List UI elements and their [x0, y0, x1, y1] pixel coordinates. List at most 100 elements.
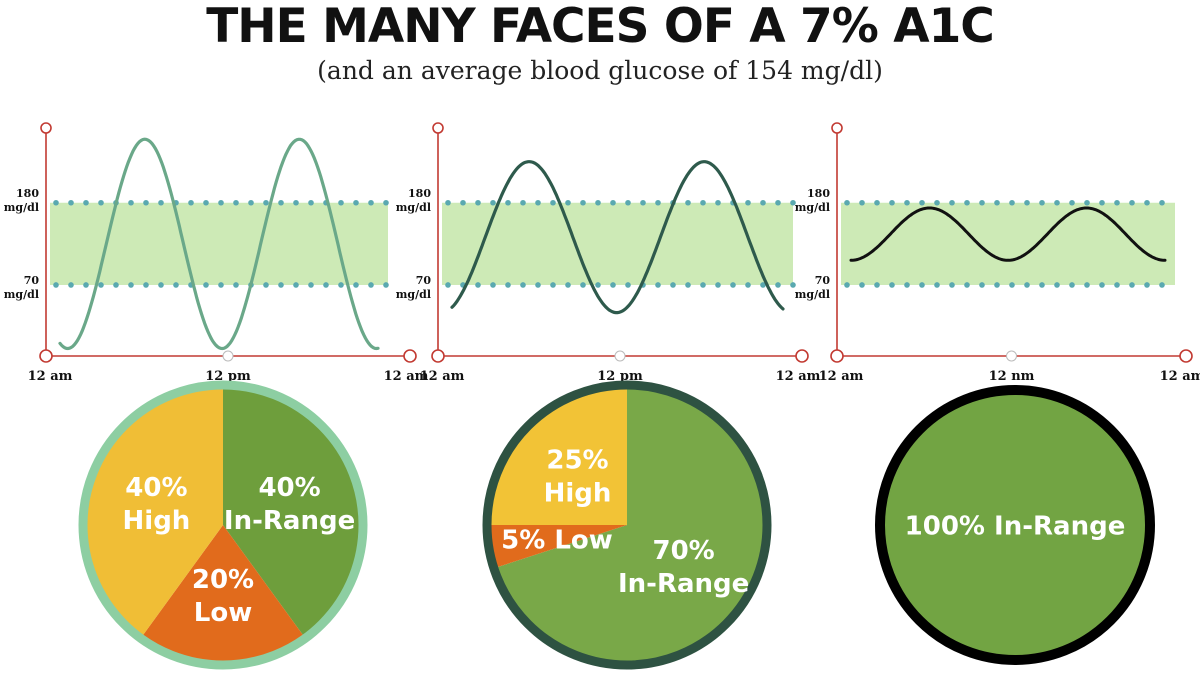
band-dot — [263, 199, 269, 206]
band-dot — [964, 282, 970, 288]
band-dot — [760, 282, 766, 288]
page-title: THE MANY FACES OF A 7% A1C — [206, 0, 995, 54]
band-dot — [994, 282, 1000, 288]
x-tick-label: 12 am — [776, 369, 821, 384]
pie-chart: 100% In-Range — [875, 385, 1155, 665]
x-axis-end-marker — [403, 349, 417, 363]
band-dot — [685, 199, 691, 206]
band-dot — [353, 282, 359, 288]
band-dot — [445, 199, 451, 206]
band-dot — [994, 199, 1000, 206]
band-dot — [715, 282, 721, 288]
band-dot — [83, 199, 89, 206]
y-label-180-unit: mg/dl — [795, 201, 830, 214]
band-dot — [625, 199, 631, 206]
axis-origin-marker — [830, 349, 844, 363]
band-dot — [293, 199, 299, 206]
band-dot — [293, 282, 299, 288]
y-label-180-unit: mg/dl — [396, 201, 431, 214]
band-dot — [128, 282, 134, 288]
band-dot — [580, 199, 586, 206]
band-dot — [158, 282, 164, 288]
band-dot — [505, 282, 511, 288]
band-dot — [1024, 199, 1030, 206]
y-axis-end-marker — [432, 122, 444, 134]
band-dot — [844, 282, 850, 288]
band-dot — [670, 282, 676, 288]
band-dot — [173, 282, 179, 288]
band-dot — [904, 199, 910, 206]
band-dot — [98, 199, 104, 206]
band-dot — [1159, 282, 1165, 288]
band-dot — [278, 199, 284, 206]
band-dot — [964, 199, 970, 206]
pie-slice-in-range — [880, 390, 1150, 660]
band-dot — [919, 282, 925, 288]
pie-label-low: 5% Low — [501, 525, 613, 555]
band-dot — [1129, 282, 1135, 288]
band-dot — [53, 199, 59, 206]
band-dot — [1039, 282, 1045, 288]
band-dot — [520, 199, 526, 206]
band-dot — [919, 199, 925, 206]
band-dot — [1099, 199, 1105, 206]
x-tick-label: 12 nm — [989, 369, 1035, 384]
band-dot — [68, 199, 74, 206]
band-dot — [904, 282, 910, 288]
band-dot — [700, 199, 706, 206]
band-dot — [475, 199, 481, 206]
y-label-70: 70 — [815, 274, 831, 287]
band-dot — [1114, 199, 1120, 206]
band-dot — [610, 282, 616, 288]
band-dot — [203, 282, 209, 288]
x-tick-label: 12 am — [384, 369, 429, 384]
pie-slice-high — [82, 385, 223, 639]
band-dot — [1099, 282, 1105, 288]
band-dot — [383, 282, 389, 288]
band-dot — [595, 199, 601, 206]
band-dot — [775, 282, 781, 288]
pie-label-low: 20% — [192, 565, 254, 595]
band-dot — [979, 199, 985, 206]
band-dot — [338, 199, 344, 206]
band-dot — [874, 282, 880, 288]
page-subtitle: (and an average blood glucose of 154 mg/… — [317, 56, 883, 85]
band-dot — [1054, 199, 1060, 206]
band-dot — [218, 199, 224, 206]
band-dot — [188, 199, 194, 206]
pie-border — [875, 385, 1155, 665]
target-range-band — [841, 202, 1175, 285]
band-dot — [550, 282, 556, 288]
pie-label-high: 40% — [125, 473, 187, 503]
band-dot — [383, 199, 389, 206]
y-label-180: 180 — [16, 187, 39, 200]
band-dot — [715, 199, 721, 206]
band-dot — [934, 199, 940, 206]
band-dot — [233, 199, 239, 206]
band-dot — [655, 199, 661, 206]
band-dot — [113, 282, 119, 288]
y-label-70: 70 — [24, 274, 40, 287]
y-label-180: 180 — [408, 187, 431, 200]
y-label-70-unit: mg/dl — [4, 288, 39, 301]
band-dot — [1069, 199, 1075, 206]
band-dot — [535, 199, 541, 206]
band-dot — [889, 282, 895, 288]
band-dot — [790, 199, 796, 206]
band-dot — [1039, 199, 1045, 206]
band-dot — [1114, 282, 1120, 288]
x-tick-label: 12 am — [28, 369, 73, 384]
band-dot — [338, 282, 344, 288]
band-dot — [610, 199, 616, 206]
x-axis-end-marker — [795, 349, 809, 363]
x-axis-mid-marker — [1006, 350, 1017, 362]
band-dot — [949, 282, 955, 288]
band-dot — [445, 282, 451, 288]
band-lower-dotted-line — [445, 282, 796, 288]
pie-slice-in-range — [223, 385, 364, 639]
band-dot — [128, 199, 134, 206]
